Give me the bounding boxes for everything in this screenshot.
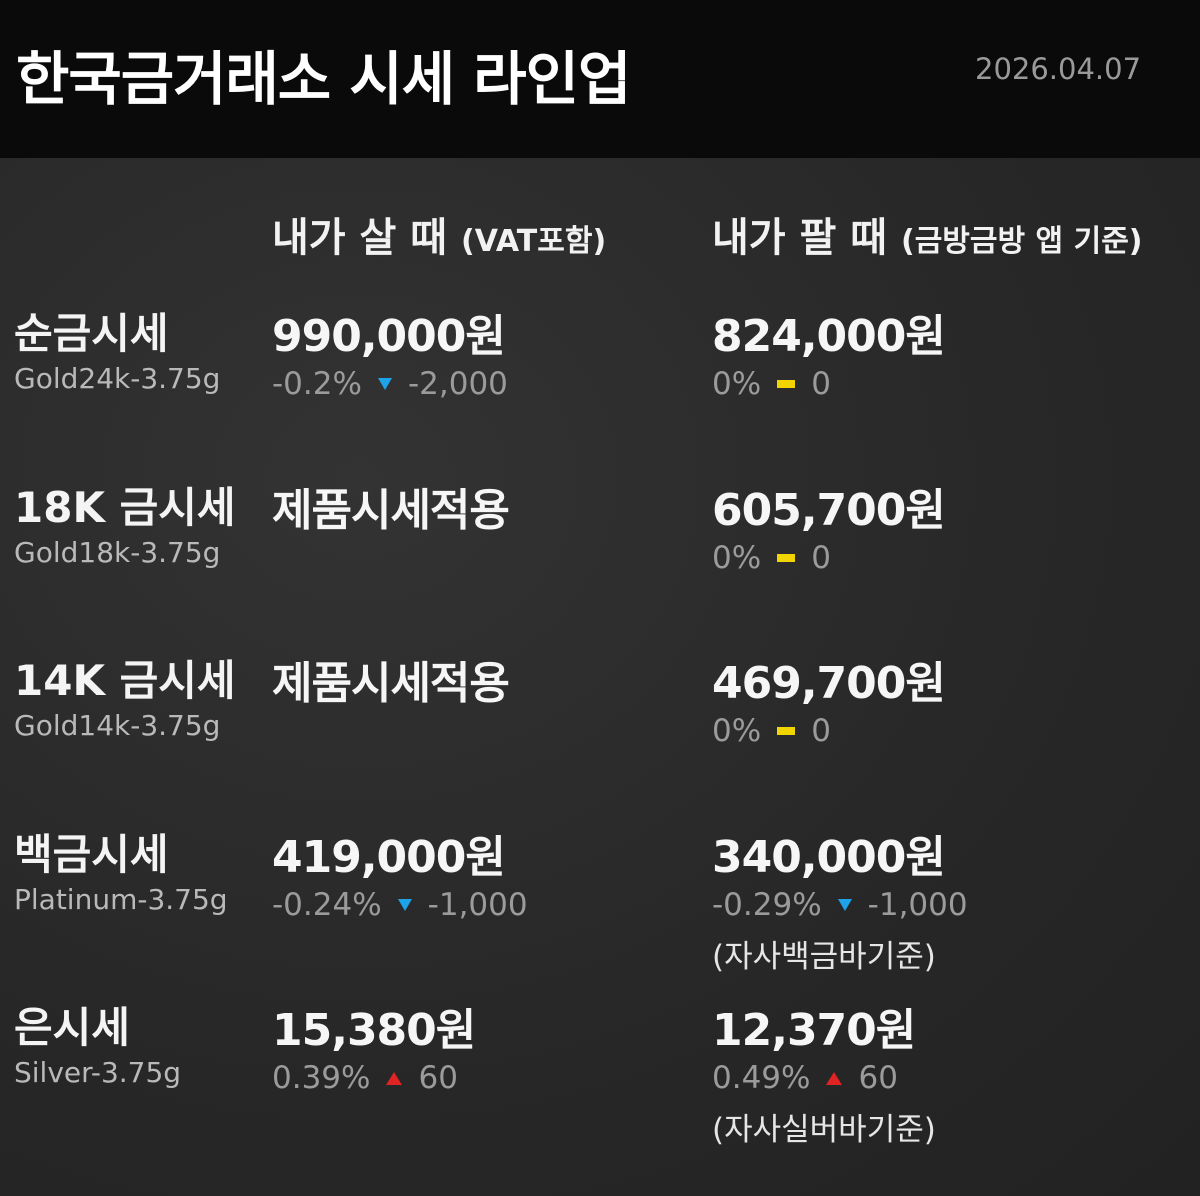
- change-indicator: [837, 898, 852, 911]
- change-percent: -0.2%: [272, 366, 362, 402]
- change-percent: 0%: [712, 366, 762, 402]
- sell-change: 0.49% 60: [712, 1060, 898, 1096]
- column-header: 내가 팔 때 (금방금방 앱 기준): [712, 205, 1143, 263]
- change-amount: 0: [811, 366, 831, 402]
- change-amount: 60: [858, 1060, 898, 1096]
- buy-price: 제품시세적용: [272, 484, 510, 536]
- buy-price: 제품시세적용: [272, 658, 510, 709]
- item-name: 백금시세: [14, 829, 169, 879]
- change-indicator: [377, 378, 392, 390]
- change-indicator: [777, 727, 796, 735]
- change-amount: -1,000: [867, 886, 968, 923]
- change-amount: -1,000: [427, 886, 528, 923]
- change-percent: 0.39%: [272, 1060, 371, 1096]
- sell-price: 12,370원: [712, 1005, 916, 1056]
- column-label: 내가 팔 때: [712, 215, 888, 261]
- column-label: 내가 살 때: [272, 215, 448, 261]
- buy-change: -0.24% -1,000: [272, 887, 528, 923]
- item-name: 18K 금시세: [14, 482, 236, 532]
- sell-price: 824,000원: [712, 311, 946, 362]
- item-name: 은시세: [14, 1003, 130, 1052]
- sell-note: (자사실버바기준): [712, 1112, 936, 1148]
- change-indicator: [397, 898, 412, 911]
- change-indicator: [386, 1071, 403, 1085]
- change-amount: -2,000: [407, 366, 508, 402]
- change-percent: -0.29%: [712, 886, 822, 923]
- buy-change: -0.2% -2,000: [272, 366, 508, 402]
- change-percent: -0.24%: [272, 886, 382, 923]
- header: 한국금거래소 시세 라인업 2026.04.07: [0, 0, 1200, 158]
- change-percent: 0%: [712, 713, 762, 749]
- item-spec: Gold24k-3.75g: [14, 362, 221, 395]
- sell-change: 0% 0: [712, 540, 831, 576]
- item-spec: Silver-3.75g: [14, 1056, 182, 1089]
- change-amount: 60: [418, 1060, 458, 1096]
- column-note: (금방금방 앱 기준): [901, 224, 1143, 259]
- title: 한국금거래소 시세 라인업: [16, 45, 631, 113]
- sell-change: 0% 0: [712, 713, 831, 749]
- item-name: 14K 금시세: [14, 656, 236, 705]
- sell-price: 340,000원: [712, 831, 946, 883]
- change-percent: 0%: [712, 539, 762, 576]
- item-name: 순금시세: [14, 309, 169, 358]
- change-amount: 0: [811, 713, 831, 749]
- column-note: (VAT포함): [461, 224, 607, 259]
- buy-change: 0.39% 60: [272, 1060, 458, 1096]
- item-spec: Gold18k-3.75g: [14, 535, 221, 569]
- date: 2026.04.07: [975, 52, 1142, 86]
- buy-price: 419,000원: [272, 831, 506, 883]
- sell-price: 469,700원: [712, 658, 946, 709]
- change-indicator: [777, 380, 796, 388]
- item-spec: Gold14k-3.75g: [14, 709, 221, 742]
- change-indicator: [777, 553, 796, 562]
- sell-change: 0% 0: [712, 366, 831, 402]
- sell-price: 605,700원: [712, 484, 946, 536]
- change-amount: 0: [811, 539, 831, 576]
- change-indicator: [826, 1071, 843, 1085]
- column-header: 내가 살 때 (VAT포함): [272, 205, 606, 263]
- buy-price: 15,380원: [272, 1005, 476, 1056]
- sell-note: (자사백금바기준): [712, 938, 936, 975]
- item-spec: Platinum-3.75g: [14, 882, 228, 916]
- change-percent: 0.49%: [712, 1060, 811, 1096]
- buy-price: 990,000원: [272, 311, 506, 362]
- sell-change: -0.29% -1,000: [712, 887, 968, 923]
